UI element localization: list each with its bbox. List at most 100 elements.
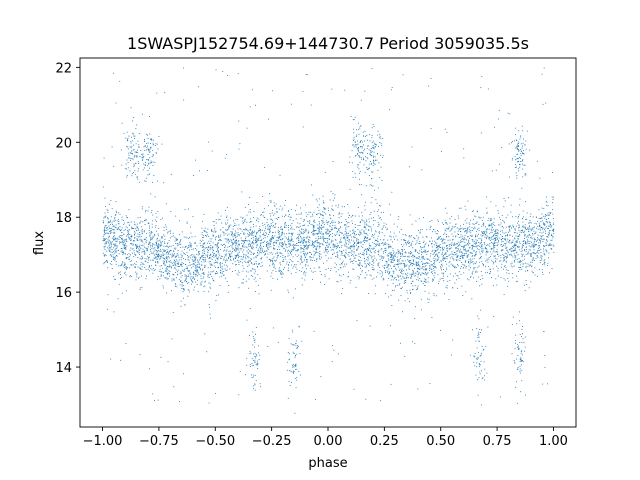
- data-point: [118, 223, 120, 225]
- data-point: [313, 227, 315, 229]
- data-point: [209, 248, 211, 250]
- data-point: [235, 255, 237, 257]
- data-point: [161, 256, 162, 258]
- data-point: [455, 235, 457, 237]
- data-point: [278, 270, 280, 272]
- data-point: [260, 245, 261, 246]
- data-point: [145, 247, 147, 249]
- data-point: [412, 274, 414, 276]
- data-point: [269, 242, 271, 244]
- data-point: [407, 241, 408, 243]
- data-point: [119, 241, 121, 243]
- data-point: [438, 252, 440, 254]
- data-point: [271, 239, 273, 241]
- data-point: [115, 260, 117, 262]
- data-point: [218, 219, 220, 221]
- data-point: [444, 232, 446, 234]
- data-point: [220, 240, 222, 242]
- data-point: [410, 245, 412, 247]
- data-point: [319, 257, 321, 259]
- data-point: [226, 266, 228, 268]
- data-point: [203, 213, 205, 215]
- data-point: [438, 246, 440, 248]
- data-point: [471, 248, 473, 250]
- data-point: [341, 252, 342, 254]
- data-point: [302, 233, 304, 235]
- data-point: [357, 242, 359, 244]
- data-point: [550, 212, 552, 213]
- data-point: [535, 231, 537, 233]
- data-point: [412, 247, 414, 249]
- data-point: [248, 211, 250, 213]
- data-point: [497, 275, 499, 277]
- data-point: [107, 294, 109, 296]
- data-point: [213, 280, 215, 282]
- data-point: [199, 258, 201, 260]
- data-point: [427, 244, 429, 246]
- data-point: [116, 241, 118, 242]
- data-point: [514, 258, 516, 260]
- data-point: [492, 268, 494, 270]
- data-point: [488, 258, 490, 260]
- data-point: [161, 271, 163, 273]
- data-point: [196, 265, 198, 267]
- data-point: [139, 247, 141, 248]
- data-point: [263, 234, 265, 236]
- data-point: [207, 256, 208, 258]
- data-point: [402, 255, 404, 257]
- data-point: [486, 236, 488, 238]
- data-point: [485, 246, 486, 248]
- data-point: [209, 273, 211, 275]
- data-point: [154, 219, 156, 221]
- data-point: [134, 266, 136, 268]
- data-point: [299, 263, 301, 265]
- data-point: [209, 257, 211, 259]
- data-point: [547, 205, 549, 207]
- data-point: [166, 251, 168, 253]
- data-point: [151, 232, 153, 234]
- data-point: [248, 287, 250, 289]
- data-point: [137, 266, 139, 268]
- data-point: [106, 209, 108, 211]
- data-point: [285, 243, 286, 245]
- data-point: [260, 258, 262, 260]
- data-point: [155, 261, 156, 263]
- data-point: [473, 250, 475, 252]
- data-point: [413, 273, 415, 275]
- data-point: [465, 230, 467, 232]
- data-point: [173, 251, 175, 252]
- data-point: [501, 229, 503, 231]
- data-point: [323, 207, 325, 209]
- data-point: [345, 244, 347, 246]
- data-point: [116, 228, 118, 230]
- data-point: [180, 240, 181, 242]
- data-point: [400, 253, 402, 254]
- data-point: [309, 252, 310, 253]
- data-point: [350, 260, 352, 262]
- data-point: [279, 231, 280, 233]
- data-point: [452, 225, 454, 227]
- data-point: [387, 228, 388, 230]
- data-point: [534, 253, 536, 254]
- data-point: [388, 264, 390, 266]
- data-point: [312, 241, 313, 243]
- data-point: [446, 287, 448, 289]
- data-point: [522, 221, 524, 223]
- data-point: [137, 229, 139, 231]
- data-point: [157, 245, 159, 247]
- data-point: [141, 239, 143, 241]
- data-point: [106, 243, 108, 245]
- data-point: [352, 254, 354, 256]
- data-point: [103, 234, 105, 236]
- data-point: [263, 234, 265, 236]
- data-point: [201, 227, 203, 229]
- data-point: [483, 242, 485, 244]
- data-point: [439, 266, 441, 268]
- data-point: [445, 222, 447, 224]
- data-point: [543, 262, 545, 264]
- data-point: [298, 213, 300, 215]
- data-point: [339, 227, 341, 229]
- data-point: [377, 243, 379, 245]
- data-point: [486, 244, 488, 246]
- data-point: [272, 221, 274, 223]
